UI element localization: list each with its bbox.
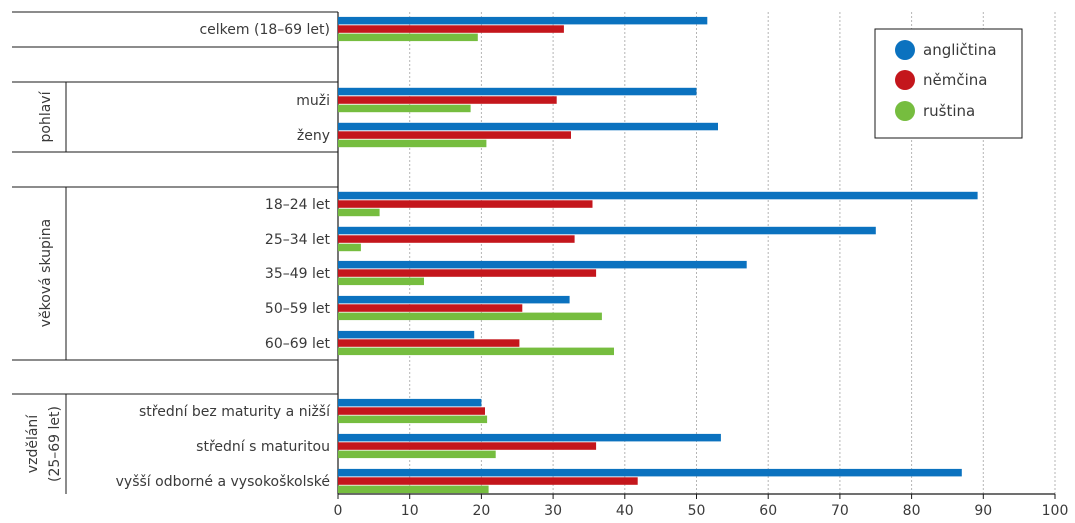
bar-rustina <box>338 485 489 494</box>
group-labels: pohlaví věková skupina vzdělání (25–69 let) <box>25 90 63 482</box>
group-label: pohlaví <box>38 90 54 142</box>
x-axis: 0 10 20 30 40 50 60 70 80 90 100 <box>334 493 1069 519</box>
category-label: 18–24 let <box>265 197 331 213</box>
legend-label: ruština <box>923 102 975 120</box>
category-label: střední bez maturity a nižší <box>139 404 331 420</box>
category-label: 25–34 let <box>265 232 331 248</box>
category-labels: celkem (18–69 let) muži ženy 18–24 let 25–34… <box>116 22 331 490</box>
group-label: věková skupina <box>38 219 54 327</box>
bar-anglictina <box>338 16 708 25</box>
category-label: muži <box>296 93 330 109</box>
bar-anglictina <box>338 295 570 304</box>
legend-marker-rustina <box>895 101 915 121</box>
bar-nemcina <box>338 407 485 415</box>
bar-rustina <box>338 415 488 424</box>
bar-anglictina <box>338 191 978 200</box>
bar-nemcina <box>338 339 520 347</box>
bar-nemcina <box>338 304 523 312</box>
bar-rustina <box>338 277 424 286</box>
x-tick-label: 100 <box>1042 503 1069 519</box>
category-label: vyšší odborné a vysokoškolské <box>116 474 330 490</box>
bar-anglictina <box>338 260 747 269</box>
legend-label: němčina <box>923 71 987 89</box>
x-tick-label: 50 <box>688 503 706 519</box>
bar-nemcina <box>338 200 593 208</box>
bar-rustina <box>338 450 496 459</box>
bar-nemcina <box>338 477 638 485</box>
bar-anglictina <box>338 433 721 442</box>
x-tick-label: 70 <box>831 503 849 519</box>
x-tick-label: 80 <box>903 503 921 519</box>
category-label: 35–49 let <box>265 266 331 282</box>
legend: angličtina němčina ruština <box>874 28 1023 139</box>
x-tick-label: 90 <box>974 503 992 519</box>
bar-rustina <box>338 347 614 356</box>
bar-anglictina <box>338 226 876 235</box>
bar-rustina <box>338 104 471 113</box>
bar-nemcina <box>338 442 597 450</box>
bar-nemcina <box>338 25 564 33</box>
x-tick-label: 0 <box>334 503 343 519</box>
bar-nemcina <box>338 96 557 104</box>
x-tick-label: 60 <box>759 503 777 519</box>
x-tick-label: 40 <box>616 503 634 519</box>
bar-anglictina <box>338 468 962 477</box>
bar-rustina <box>338 33 478 42</box>
legend-marker-nemcina <box>895 70 915 90</box>
x-tick-label: 20 <box>472 503 490 519</box>
bar-rustina <box>338 312 602 321</box>
bar-anglictina <box>338 122 718 131</box>
bar-rustina <box>338 243 361 252</box>
bar-nemcina <box>338 131 571 139</box>
category-label: střední s maturitou <box>196 439 330 455</box>
category-label: 50–59 let <box>265 301 331 317</box>
legend-label: angličtina <box>923 41 997 59</box>
legend-marker-anglictina <box>895 40 915 60</box>
category-label: celkem (18–69 let) <box>199 22 330 38</box>
category-label: 60–69 let <box>265 336 331 352</box>
bar-nemcina <box>338 235 575 243</box>
bars <box>338 16 978 494</box>
group-label: (25–69 let) <box>47 406 63 482</box>
bar-anglictina <box>338 330 475 339</box>
bar-anglictina <box>338 87 697 96</box>
bar-rustina <box>338 208 380 217</box>
group-label: vzdělání <box>25 414 41 473</box>
bar-rustina <box>338 139 487 148</box>
category-label: ženy <box>297 128 330 144</box>
x-tick-label: 10 <box>401 503 419 519</box>
bar-anglictina <box>338 398 482 407</box>
x-tick-label: 30 <box>544 503 562 519</box>
bar-nemcina <box>338 269 597 277</box>
